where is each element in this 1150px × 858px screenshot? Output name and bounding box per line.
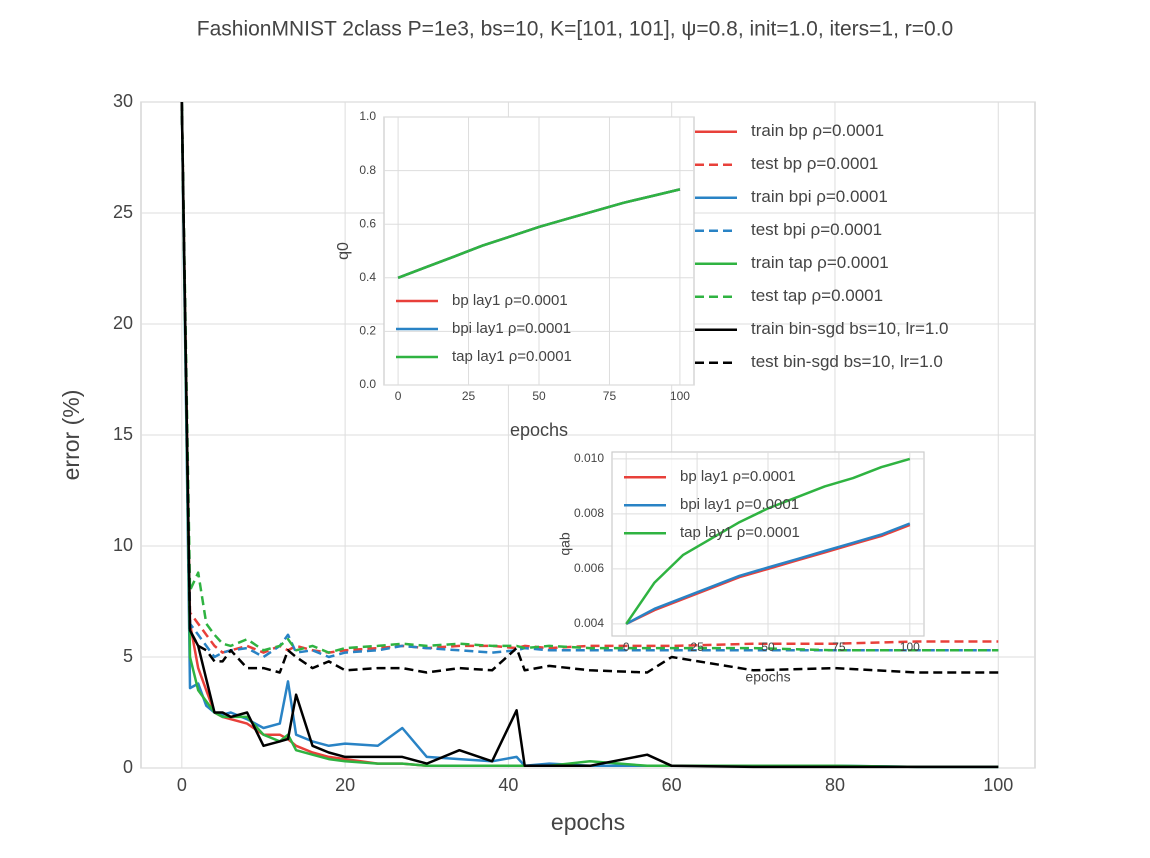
x-tick-label: 75	[832, 640, 846, 654]
series-line	[625, 457, 911, 625]
chart-title: FashionMNIST 2class P=1e3, bs=10, K=[101…	[197, 18, 953, 41]
y-tick-label: 5	[123, 646, 133, 666]
y-tick-label: 20	[113, 313, 133, 333]
y-axis-label: qab	[557, 532, 573, 556]
series-line	[180, 101, 999, 674]
x-axis-label: epochs	[551, 809, 625, 835]
x-tick-label: 100	[670, 389, 690, 403]
x-tick-label: 75	[603, 389, 617, 403]
legend-label: tap lay1 ρ=0.0001	[452, 348, 572, 365]
series-line	[625, 522, 911, 626]
y-axis-label: error (%)	[58, 390, 84, 481]
axes: 0.0 0.2 0.4 0.6 0.8 1.0 0 25 50 75 100 epochs q0 bp l…	[335, 109, 695, 440]
y-tick-label: 0.8	[359, 163, 376, 177]
legend-label: train bp ρ=0.0001	[751, 121, 884, 140]
y-tick-label: 30	[113, 91, 133, 111]
x-tick-label: 0	[623, 640, 630, 654]
y-tick-label: 0.2	[359, 324, 376, 338]
series-line	[180, 101, 999, 769]
y-tick-label: 0.4	[359, 270, 376, 284]
x-tick-label: 25	[690, 640, 704, 654]
x-tick-label: 60	[662, 775, 682, 795]
x-tick-label: 0	[395, 389, 402, 403]
x-tick-label: 100	[900, 640, 920, 654]
series-line	[180, 101, 999, 769]
series-line	[180, 101, 999, 654]
x-tick-label: 25	[462, 389, 476, 403]
series-line	[180, 101, 999, 659]
legend-label: test bpi ρ=0.0001	[751, 220, 882, 239]
x-tick-label: 40	[498, 775, 518, 795]
legend-label: test tap ρ=0.0001	[751, 286, 883, 305]
x-axis-label: epochs	[510, 420, 568, 440]
y-tick-label: 1.0	[359, 109, 376, 123]
x-tick-label: 80	[825, 775, 845, 795]
legend-label: test bin-sgd bs=10, lr=1.0	[751, 352, 943, 371]
legend-label: bp lay1 ρ=0.0001	[452, 292, 568, 309]
y-axis-label: q0	[335, 242, 352, 260]
axes: 0.004 0.006 0.008 0.010 0 25 50 75 100 epochs qab b…	[557, 451, 925, 685]
legend-label: train tap ρ=0.0001	[751, 253, 889, 272]
series-line	[397, 188, 681, 279]
x-axis-label: epochs	[745, 669, 790, 685]
x-tick-label: 100	[983, 775, 1013, 795]
x-tick-label: 0	[177, 775, 187, 795]
x-tick-label: 50	[532, 389, 546, 403]
legend-label: train bin-sgd bs=10, lr=1.0	[751, 319, 949, 338]
x-tick-label: 20	[335, 775, 355, 795]
y-tick-label: 0.010	[574, 451, 604, 465]
y-tick-label: 0.6	[359, 216, 376, 230]
x-tick-label: 50	[761, 640, 775, 654]
y-tick-label: 10	[113, 535, 133, 555]
legend-label: train bpi ρ=0.0001	[751, 187, 888, 206]
legend-label: bpi lay1 ρ=0.0001	[680, 496, 799, 513]
legend-label: bpi lay1 ρ=0.0001	[452, 320, 571, 337]
y-tick-label: 0.008	[574, 506, 604, 520]
legend-label: test bp ρ=0.0001	[751, 154, 878, 173]
y-tick-label: 25	[113, 202, 133, 222]
y-tick-label: 0.0	[359, 377, 376, 391]
y-tick-label: 15	[113, 424, 133, 444]
y-tick-label: 0.006	[574, 561, 604, 575]
y-tick-label: 0.004	[574, 616, 604, 630]
y-tick-label: 0	[123, 757, 133, 777]
legend-label: tap lay1 ρ=0.0001	[680, 524, 800, 541]
legend-label: bp lay1 ρ=0.0001	[680, 468, 796, 485]
